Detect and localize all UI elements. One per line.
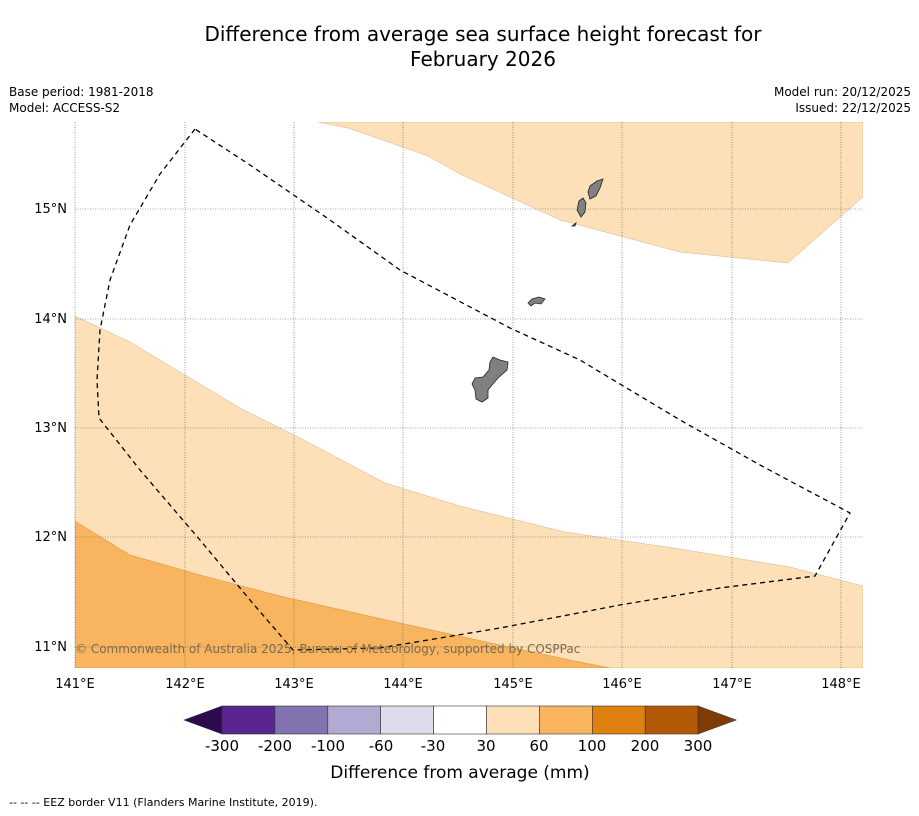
island-saipan [587, 178, 604, 200]
colorbar-segment [433, 705, 487, 735]
eez-border [96, 128, 851, 651]
island-rota [527, 296, 546, 307]
cb-label-8: 200 [631, 737, 660, 755]
island-guam [471, 356, 509, 403]
cb-label-2: -100 [311, 737, 345, 755]
copyright-notice: © Commonwealth of Australia 2025, Bureau… [75, 642, 580, 656]
colorbar-title: Difference from average (mm) [330, 763, 589, 783]
cb-label-0: -300 [205, 737, 239, 755]
island-tinian [576, 197, 587, 218]
lat-tick-11: 11°N [34, 640, 67, 655]
lon-tick-141: 141°E [55, 677, 95, 692]
cb-label-6: 60 [529, 737, 548, 755]
lat-tick-15: 15°N [34, 202, 67, 217]
cb-label-9: 300 [684, 737, 713, 755]
anomaly-band-60-100 [75, 520, 611, 668]
title-line-2: February 2026 [410, 47, 556, 71]
lon-tick-148: 148°E [821, 677, 861, 692]
island-aguijan [570, 221, 577, 227]
colorbar-segment [644, 705, 699, 735]
lon-tick-146: 146°E [602, 677, 642, 692]
model-run: Model run: 20/12/2025 [773, 85, 911, 99]
colorbar-segment [380, 705, 434, 735]
colorbar-segment [486, 705, 540, 735]
eez-legend: -- -- -- EEZ border V11 (Flanders Marine… [9, 796, 318, 809]
lon-tick-142: 142°E [165, 677, 205, 692]
lon-tick-144: 144°E [383, 677, 423, 692]
colorbar-segment [539, 705, 593, 735]
meta-right: Model run: 20/12/2025 Issued: 22/12/2025 [774, 84, 911, 116]
title-line-1: Difference from average sea surface heig… [204, 22, 762, 46]
lat-tick-13: 13°N [34, 421, 67, 436]
chart-title: Difference from average sea surface heig… [40, 22, 919, 72]
lon-tick-143: 143°E [274, 677, 314, 692]
colorbar-extension-high [697, 705, 737, 735]
lat-tick-14: 14°N [34, 312, 67, 327]
lon-tick-145: 145°E [493, 677, 533, 692]
colorbar-segment [591, 705, 646, 735]
colorbar-segment [327, 705, 381, 735]
colorbar-segment [221, 705, 276, 735]
anomaly-band-30-60-south [75, 315, 863, 668]
colorbar-labels: -300 -200 -100 -60 -30 30 60 100 200 300 [205, 737, 712, 755]
colorbar-extension-low [183, 705, 223, 735]
meta-left: Base period: 1981-2018 Model: ACCESS-S2 [9, 84, 154, 116]
cb-label-4: -30 [421, 737, 446, 755]
colorbar [183, 705, 737, 735]
base-period: Base period: 1981-2018 [9, 85, 154, 99]
lon-tick-147: 147°E [712, 677, 752, 692]
lon-tick-labels: 141°E 142°E 143°E 144°E 145°E 146°E 147°… [55, 677, 861, 692]
cb-label-5: 30 [476, 737, 495, 755]
islands [471, 178, 604, 403]
cb-label-1: -200 [258, 737, 292, 755]
model-name: Model: ACCESS-S2 [9, 101, 121, 115]
cb-label-3: -60 [369, 737, 394, 755]
issued-date: Issued: 22/12/2025 [795, 101, 911, 115]
colorbar-segment [274, 705, 329, 735]
cb-label-7: 100 [578, 737, 607, 755]
gridlines [74, 122, 863, 668]
lat-tick-12: 12°N [34, 530, 67, 545]
lat-tick-labels: 15°N 14°N 13°N 12°N 11°N [34, 202, 67, 655]
